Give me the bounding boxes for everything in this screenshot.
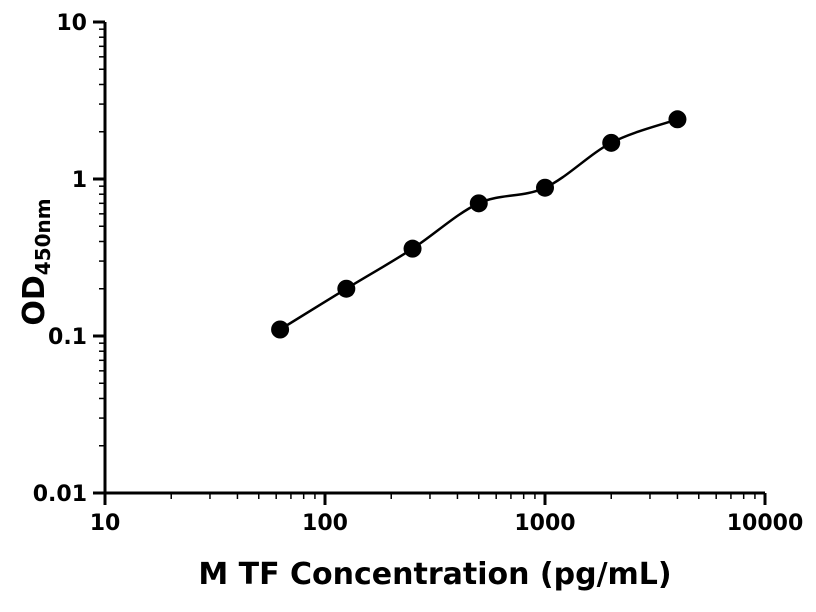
y-tick-label: 0.01 [33, 482, 87, 507]
data-point [469, 194, 488, 213]
data-point [602, 133, 621, 152]
y-tick-label: 10 [56, 11, 87, 36]
data-point [668, 110, 687, 129]
fit-curve [279, 118, 678, 331]
y-axis-title-main: OD [17, 275, 52, 326]
data-point [536, 178, 554, 197]
x-tick-label: 10000 [727, 511, 804, 536]
data-point [271, 320, 290, 339]
data-point [403, 239, 422, 258]
data-point [337, 279, 356, 298]
y-tick-label: 0.1 [48, 325, 87, 350]
y-axis-title-subscript: 450nm [31, 198, 55, 276]
y-axis-title: OD450nm [17, 198, 55, 325]
x-axis-title: M TF Concentration (pg/mL) [198, 557, 672, 592]
x-tick-label: 100 [302, 511, 348, 536]
x-tick-label: 1000 [514, 511, 575, 536]
y-tick-label: 1 [72, 168, 87, 193]
x-tick-label: 10 [90, 511, 121, 536]
